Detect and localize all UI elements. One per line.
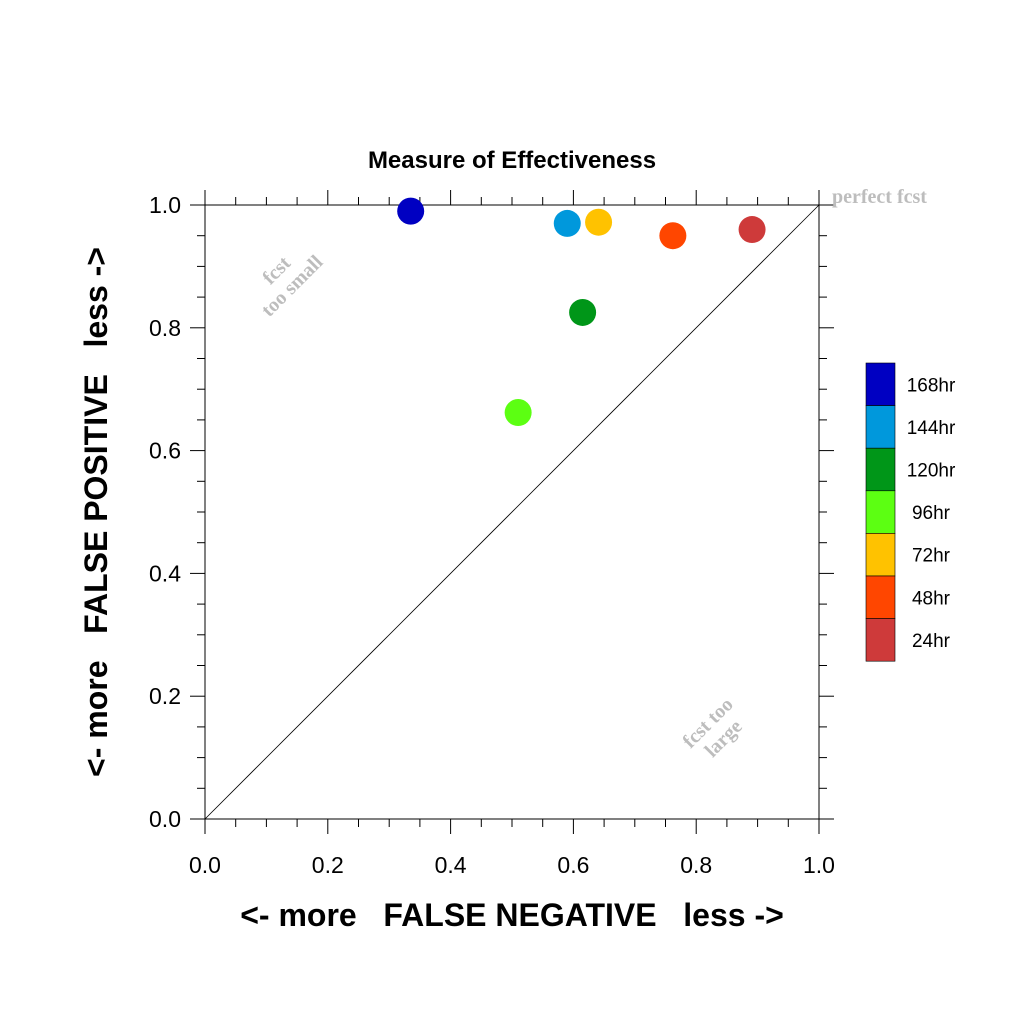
annotation-perfect-forecast: perfect fcst [832, 186, 927, 208]
legend-label-72hr: 72hr [912, 546, 951, 567]
y-tick-label: 0.4 [149, 560, 181, 586]
x-axis-label: <- more FALSE NEGATIVE less -> [240, 897, 784, 933]
legend-label-168hr: 168hr [907, 375, 956, 396]
x-tick-label: 0.8 [680, 852, 712, 878]
chart-title: Measure of Effectiveness [368, 147, 656, 174]
annotation-too-large: fcst too large [679, 694, 747, 762]
data-point-48hr [659, 222, 687, 250]
plot-axes [204, 190, 834, 820]
legend-label-144hr: 144hr [907, 418, 956, 439]
legend-label-120hr: 120hr [907, 461, 956, 482]
data-point-168hr [397, 197, 425, 225]
data-point-144hr [553, 209, 581, 237]
legend-swatch-144hr [865, 405, 896, 449]
y-tick-label: 0.8 [149, 315, 181, 341]
annotation-too-small-line2: too small [257, 251, 327, 321]
y-axis-label: <- more FALSE POSITIVE less -> [78, 247, 114, 777]
legend-swatch-72hr [865, 533, 896, 577]
legend: 168hr 144hr 120hr 96hr 72hr 48hr 24hr [865, 362, 956, 662]
axis-tick-labels: 0.0 0.2 0.4 0.6 0.8 1.0 0.0 0.2 0.4 0.6 0.8 1.0 [149, 192, 835, 878]
legend-label-24hr: 24hr [912, 631, 951, 652]
data-point-24hr [738, 216, 766, 244]
legend-swatch-168hr [865, 362, 896, 406]
y-tick-label: 1.0 [149, 192, 181, 218]
legend-label-96hr: 96hr [912, 503, 951, 524]
x-tick-label: 0.0 [189, 852, 221, 878]
y-tick-label: 0.0 [149, 806, 181, 832]
annotation-too-small: fcst too small [257, 251, 327, 321]
x-tick-label: 1.0 [803, 852, 835, 878]
data-point-120hr [569, 298, 597, 326]
x-tick-label: 0.6 [557, 852, 589, 878]
legend-swatch-120hr [865, 447, 896, 492]
axis-ticks [190, 190, 834, 834]
x-tick-label: 0.2 [312, 852, 344, 878]
legend-swatch-24hr [865, 618, 896, 662]
data-points [397, 197, 766, 427]
data-point-96hr [504, 399, 532, 427]
legend-swatch-96hr [865, 490, 896, 534]
y-tick-label: 0.6 [149, 438, 181, 464]
diagonal-reference-line [204, 204, 820, 820]
data-point-72hr [585, 208, 613, 236]
legend-label-48hr: 48hr [912, 588, 951, 609]
y-tick-label: 0.2 [149, 683, 181, 709]
legend-swatch-48hr [865, 575, 896, 619]
x-tick-label: 0.4 [435, 852, 467, 878]
